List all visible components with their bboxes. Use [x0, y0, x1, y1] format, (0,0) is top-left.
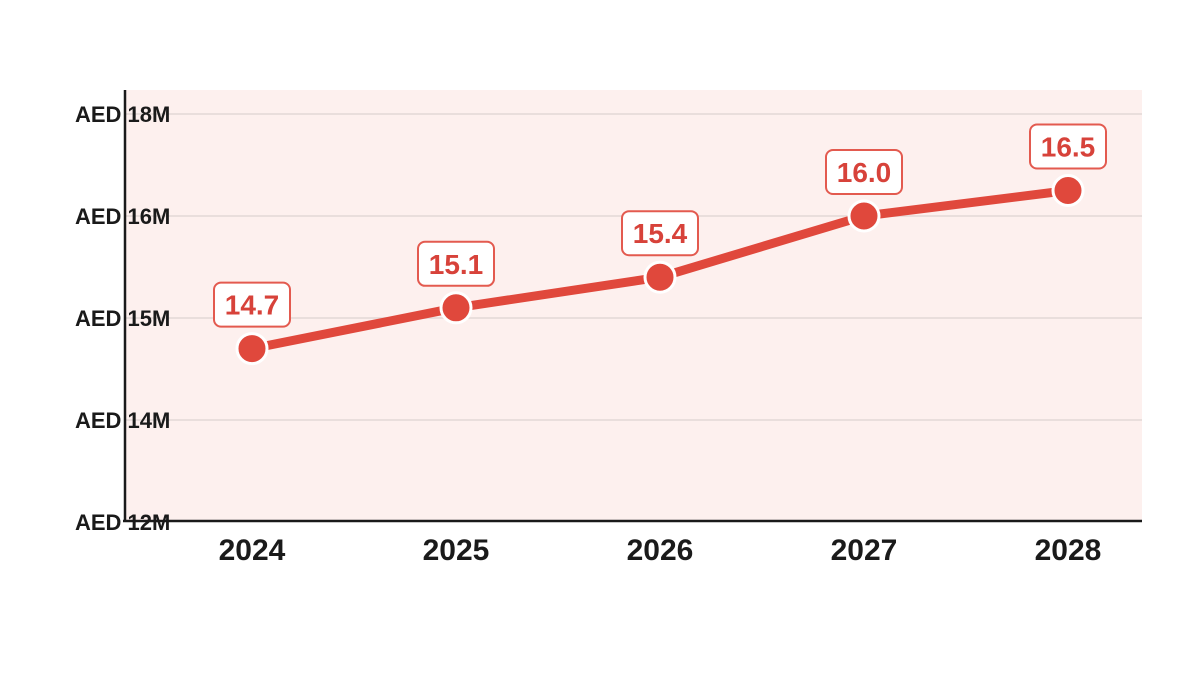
data-label: 14.7 — [225, 290, 280, 321]
data-label-box — [621, 210, 699, 257]
y-tick-label: AED 12M — [75, 510, 170, 535]
data-label: 16.0 — [837, 157, 892, 188]
x-tick-label: 2024 — [219, 534, 286, 567]
data-label-box — [1029, 123, 1107, 170]
x-tick-label: 2026 — [627, 534, 694, 567]
x-tick-label: 2028 — [1035, 534, 1102, 567]
axes — [123, 90, 1142, 523]
x-tick-labels: 2024 2025 2026 2027 2028 — [219, 534, 1102, 567]
data-point — [847, 199, 881, 233]
data-point — [439, 291, 473, 325]
y-tick-label: AED 18M — [75, 102, 170, 127]
y-tick-labels: AED 12M AED 14M AED 15M AED 16M AED 18M — [75, 102, 170, 535]
x-tick-label: 2027 — [831, 534, 898, 567]
data-point — [1051, 174, 1085, 207]
x-tick-label: 2025 — [423, 534, 490, 567]
data-point — [643, 260, 677, 294]
data-label-box — [213, 281, 291, 328]
y-tick-label: AED 14M — [75, 408, 170, 433]
data-label-box — [825, 149, 903, 195]
data-label: 15.1 — [429, 249, 484, 280]
data-labels: 14.7 15.1 15.4 16.0 16.5 — [213, 123, 1107, 328]
data-point — [235, 332, 269, 366]
data-label: 15.4 — [633, 218, 688, 249]
plot-background — [125, 90, 1142, 521]
y-tick-label: AED 15M — [75, 306, 170, 331]
data-label-box — [417, 240, 495, 287]
data-points — [235, 174, 1085, 366]
data-label: 16.5 — [1041, 132, 1096, 163]
y-tick-label: AED 16M — [75, 204, 170, 229]
